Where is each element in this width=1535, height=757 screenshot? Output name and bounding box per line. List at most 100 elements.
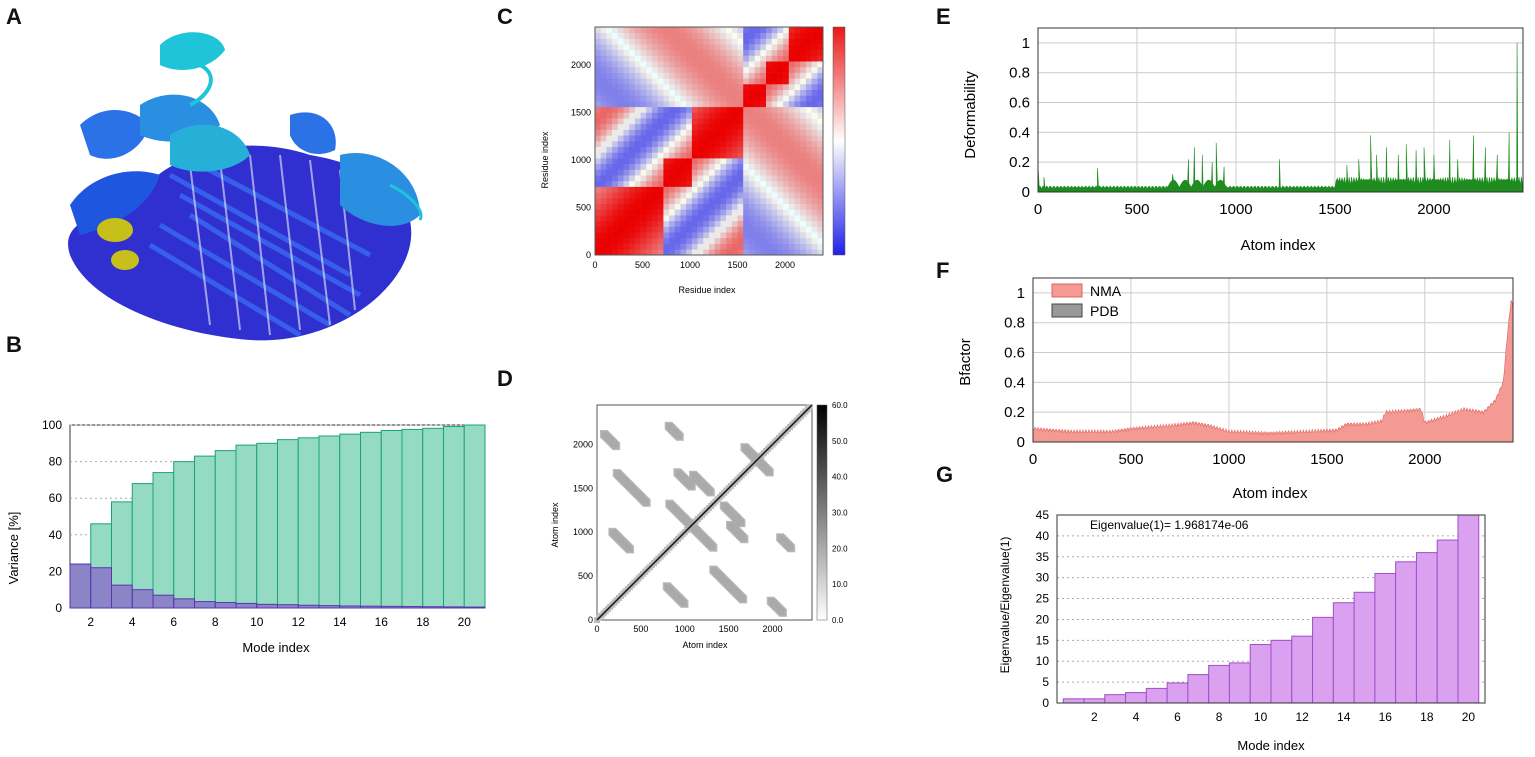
correlation-cell	[726, 203, 733, 210]
correlation-cell	[794, 209, 801, 216]
correlation-cell	[606, 89, 613, 96]
correlation-cell	[760, 135, 767, 142]
correlation-cell	[646, 38, 653, 45]
correlation-cell	[686, 146, 693, 153]
correlation-cell	[788, 237, 795, 244]
correlation-cell	[612, 220, 619, 227]
correlation-cell	[612, 243, 619, 250]
correlation-cell	[691, 89, 698, 96]
correlation-cell	[754, 89, 761, 96]
correlation-cell	[754, 209, 761, 216]
correlation-cell	[754, 118, 761, 125]
correlation-cell	[640, 232, 647, 239]
correlation-cell	[703, 141, 710, 147]
correlation-cell	[720, 78, 727, 85]
correlation-cell	[686, 152, 693, 159]
correlation-cell	[629, 209, 636, 216]
correlation-cell	[743, 123, 750, 130]
correlation-cell	[817, 146, 824, 153]
correlation-cell	[669, 215, 676, 222]
correlation-cell	[805, 192, 812, 199]
x-tick-label: 500	[635, 260, 650, 270]
correlation-cell	[691, 169, 698, 176]
correlation-cell	[674, 192, 681, 199]
correlation-cell	[766, 66, 772, 73]
correlation-cell	[640, 44, 647, 51]
correlation-cell	[697, 175, 704, 182]
correlation-cell	[737, 186, 744, 193]
correlation-cell	[771, 152, 778, 159]
correlation-cell	[714, 163, 721, 170]
correlation-cell	[714, 169, 721, 176]
correlation-cell	[595, 112, 601, 119]
correlation-cell	[726, 27, 733, 33]
correlation-cell	[623, 55, 630, 62]
correlation-cell	[674, 95, 681, 102]
correlation-cell	[720, 186, 727, 193]
correlation-cell	[629, 175, 636, 182]
correlation-cell	[595, 226, 601, 233]
correlation-cell	[640, 175, 647, 182]
correlation-cell	[674, 146, 681, 153]
correlation-cell	[680, 135, 687, 142]
correlation-cell	[606, 237, 613, 244]
correlation-cell	[617, 163, 624, 170]
correlation-cell	[731, 175, 738, 182]
correlation-cell	[634, 38, 641, 45]
correlation-cell	[646, 226, 653, 233]
correlation-cell	[617, 27, 624, 33]
correlation-cell	[663, 44, 670, 51]
correlation-cell	[794, 123, 801, 130]
correlation-cell	[714, 249, 721, 256]
correlation-cell	[766, 49, 772, 56]
correlation-cell	[691, 38, 698, 45]
correlation-cell	[640, 55, 647, 62]
correlation-cell	[629, 49, 636, 56]
correlation-cell	[612, 49, 619, 56]
correlation-cell	[612, 38, 619, 45]
correlation-cell	[663, 101, 670, 108]
correlation-cell	[629, 198, 636, 204]
correlation-cell	[748, 158, 755, 165]
correlation-cell	[623, 186, 630, 193]
correlation-cell	[674, 55, 681, 62]
correlation-cell	[737, 135, 744, 142]
y-tick-label: 0.6	[1004, 345, 1025, 362]
correlation-cell	[652, 158, 658, 165]
correlation-cell	[777, 203, 784, 210]
correlation-cell	[743, 198, 750, 204]
correlation-cell	[623, 180, 630, 187]
correlation-cell	[697, 84, 704, 90]
correlation-cell	[777, 44, 784, 51]
correlation-cell	[663, 141, 670, 147]
correlation-cell	[766, 135, 772, 142]
correlation-cell	[652, 129, 658, 136]
correlation-cell	[783, 112, 790, 119]
correlation-cell	[731, 209, 738, 216]
correlation-cell	[771, 175, 778, 182]
correlation-cell	[634, 232, 641, 239]
correlation-cell	[680, 198, 687, 204]
correlation-cell	[595, 61, 601, 68]
correlation-cell	[788, 135, 795, 142]
correlation-cell	[726, 55, 733, 62]
correlation-cell	[766, 180, 772, 187]
correlation-cell	[595, 220, 601, 227]
correlation-cell	[743, 27, 750, 33]
correlation-cell	[680, 61, 687, 68]
correlation-cell	[754, 135, 761, 142]
correlation-cell	[783, 169, 790, 176]
correlation-cell	[805, 186, 812, 193]
correlation-cell	[720, 226, 727, 233]
correlation-cell	[754, 72, 761, 79]
correlation-cell	[783, 123, 790, 130]
correlation-cell	[754, 123, 761, 130]
correlation-cell	[600, 44, 607, 51]
correlation-cell	[783, 203, 790, 210]
correlation-cell	[743, 129, 750, 136]
correlation-cell	[731, 215, 738, 222]
correlation-cell	[726, 89, 733, 96]
correlation-cell	[811, 32, 818, 39]
correlation-cell	[612, 27, 619, 33]
panel-label-c: C	[497, 4, 513, 29]
